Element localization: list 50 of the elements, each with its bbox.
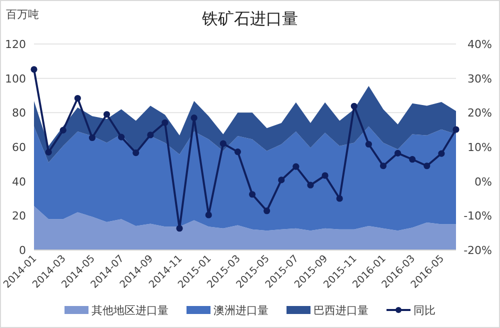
y-tick-label: 80 (12, 106, 26, 120)
point (234, 148, 242, 156)
y-tick-label: 0 (19, 244, 26, 257)
legend-label: 澳洲进口量 (214, 304, 268, 317)
point (220, 140, 226, 147)
point (264, 208, 270, 214)
point (88, 134, 96, 142)
legend-label: 同比 (414, 304, 436, 317)
y2-tick-label: -20% (464, 244, 492, 257)
y2-tick-label: 10% (468, 141, 492, 154)
point (292, 163, 300, 170)
point (103, 111, 110, 118)
y2-tick-label: 20% (468, 106, 492, 120)
point (118, 134, 125, 140)
y2-tick-label: 0% (474, 175, 492, 188)
y-tick-label: 60 (12, 141, 26, 154)
legend-label: 其他地区进口量 (92, 304, 168, 317)
point (322, 172, 328, 179)
point (409, 156, 416, 163)
point (248, 191, 256, 198)
y-tick-label: 40 (12, 175, 26, 188)
chart-title: 铁矿石进口量 (201, 9, 298, 28)
point (205, 212, 212, 218)
y-tick-label: 120 (5, 38, 26, 51)
y2-tick-label: 40% (468, 38, 492, 51)
point (380, 162, 387, 170)
point (30, 66, 38, 73)
point (438, 150, 445, 157)
y-tick-label: 20 (12, 210, 26, 223)
point (278, 176, 285, 184)
point (147, 132, 154, 138)
point (394, 150, 402, 156)
y-tick-label: 100 (5, 72, 26, 86)
point (74, 94, 81, 102)
legend-label: 巴西进口量 (314, 304, 368, 317)
point (307, 182, 314, 188)
point (452, 126, 460, 133)
point (132, 150, 140, 156)
point (60, 126, 66, 134)
point (45, 148, 52, 156)
point (190, 114, 198, 122)
y2-tick-label: -10% (464, 210, 492, 223)
y2-tick-label: 30% (468, 72, 492, 86)
point (176, 225, 183, 232)
y-axis-title: 百万吨 (6, 8, 39, 21)
point (424, 162, 430, 170)
point (336, 195, 343, 202)
point (162, 119, 168, 126)
point (350, 102, 358, 110)
point (365, 140, 372, 148)
